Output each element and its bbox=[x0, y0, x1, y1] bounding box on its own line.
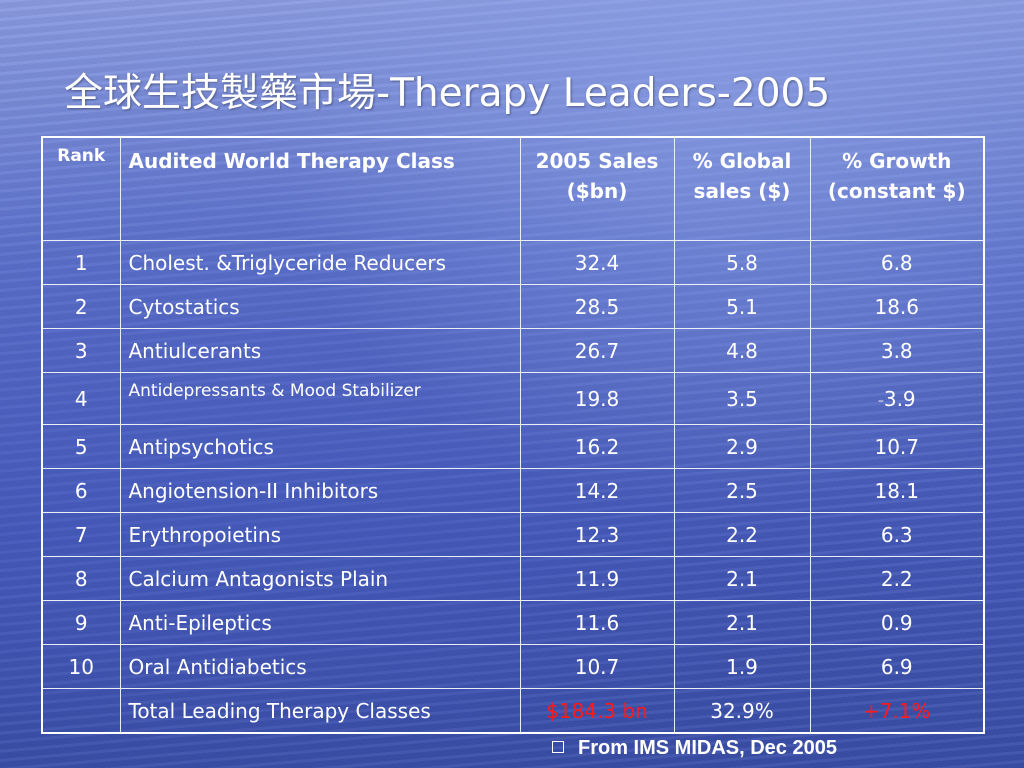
table-row: 1 Cholest. &Triglyceride Reducers 32.4 5… bbox=[41, 240, 985, 285]
rank-cell: 9 bbox=[41, 600, 121, 645]
sales-cell: 26.7 bbox=[519, 328, 675, 373]
global-share-cell: 2.9 bbox=[673, 424, 811, 469]
global-share-cell: 2.2 bbox=[673, 512, 811, 557]
growth-cell: 6.3 bbox=[809, 512, 985, 557]
rank-cell: 10 bbox=[41, 644, 121, 689]
total-growth-cell: +7.1% bbox=[809, 688, 985, 734]
rank-cell: 6 bbox=[41, 468, 121, 513]
rank-header: Rank bbox=[41, 136, 121, 241]
therapy-class-cell: Anti-Epileptics bbox=[119, 600, 521, 645]
total-label-cell: Total Leading Therapy Classes bbox=[119, 688, 521, 734]
growth-cell: –3.9 bbox=[809, 372, 985, 425]
growth-cell: 6.8 bbox=[809, 240, 985, 285]
global-share-cell: 2.1 bbox=[673, 600, 811, 645]
sales-cell: 12.3 bbox=[519, 512, 675, 557]
therapy-leaders-table: Rank Audited World Therapy Class 2005 Sa… bbox=[41, 136, 985, 734]
growth-cell: 3.8 bbox=[809, 328, 985, 373]
growth-cell: 2.2 bbox=[809, 556, 985, 601]
therapy-class-cell: Calcium Antagonists Plain bbox=[119, 556, 521, 601]
growth-cell: 18.6 bbox=[809, 284, 985, 329]
growth-cell: 18.1 bbox=[809, 468, 985, 513]
sales-cell: 14.2 bbox=[519, 468, 675, 513]
therapy-class-header: Audited World Therapy Class bbox=[119, 136, 521, 241]
total-sales-cell: $184.3 bn bbox=[519, 688, 675, 734]
global-share-cell: 1.9 bbox=[673, 644, 811, 689]
global-share-cell: 2.5 bbox=[673, 468, 811, 513]
growth-header: % Growth (constant $) bbox=[809, 136, 985, 241]
growth-cell: 0.9 bbox=[809, 600, 985, 645]
therapy-class-cell: Angiotension-II Inhibitors bbox=[119, 468, 521, 513]
source-note: From IMS MIDAS, Dec 2005 bbox=[552, 737, 837, 760]
growth-value: 3.9 bbox=[883, 386, 916, 411]
rank-cell: 3 bbox=[41, 328, 121, 373]
total-rank-cell bbox=[41, 688, 121, 734]
sales-cell: 11.6 bbox=[519, 600, 675, 645]
growth-cell: 6.9 bbox=[809, 644, 985, 689]
total-row: Total Leading Therapy Classes $184.3 bn … bbox=[41, 688, 985, 734]
rank-cell: 7 bbox=[41, 512, 121, 557]
rank-cell: 5 bbox=[41, 424, 121, 469]
therapy-class-cell: Cholest. &Triglyceride Reducers bbox=[119, 240, 521, 285]
therapy-class-cell: Oral Antidiabetics bbox=[119, 644, 521, 689]
source-text: From IMS MIDAS, Dec 2005 bbox=[578, 737, 837, 759]
rank-cell: 8 bbox=[41, 556, 121, 601]
table-row: 7 Erythropoietins 12.3 2.2 6.3 bbox=[41, 512, 985, 557]
global-share-cell: 3.5 bbox=[673, 372, 811, 425]
rank-cell: 4 bbox=[41, 372, 121, 425]
table-row: 8 Calcium Antagonists Plain 11.9 2.1 2.2 bbox=[41, 556, 985, 601]
sales-cell: 11.9 bbox=[519, 556, 675, 601]
sales-cell: 19.8 bbox=[519, 372, 675, 425]
global-share-header: % Global sales ($) bbox=[673, 136, 811, 241]
table-row: 6 Angiotension-II Inhibitors 14.2 2.5 18… bbox=[41, 468, 985, 513]
table-header-row: Rank Audited World Therapy Class 2005 Sa… bbox=[41, 136, 985, 241]
therapy-class-cell: Antidepressants & Mood Stabilizer bbox=[119, 372, 521, 425]
table-row: 10 Oral Antidiabetics 10.7 1.9 6.9 bbox=[41, 644, 985, 689]
table-row: 2 Cytostatics 28.5 5.1 18.6 bbox=[41, 284, 985, 329]
slide-title: 全球生技製藥市場-Therapy Leaders-2005 bbox=[64, 71, 831, 116]
sales-cell: 10.7 bbox=[519, 644, 675, 689]
rank-cell: 1 bbox=[41, 240, 121, 285]
global-share-cell: 4.8 bbox=[673, 328, 811, 373]
global-share-cell: 5.1 bbox=[673, 284, 811, 329]
table-row: 9 Anti-Epileptics 11.6 2.1 0.9 bbox=[41, 600, 985, 645]
sales-cell: 32.4 bbox=[519, 240, 675, 285]
sales-cell: 28.5 bbox=[519, 284, 675, 329]
square-bullet-icon bbox=[552, 740, 564, 753]
therapy-class-cell: Antiulcerants bbox=[119, 328, 521, 373]
therapy-class-cell: Erythropoietins bbox=[119, 512, 521, 557]
therapy-class-cell: Antipsychotics bbox=[119, 424, 521, 469]
rank-cell: 2 bbox=[41, 284, 121, 329]
growth-prefix: – bbox=[877, 393, 884, 407]
growth-cell: 10.7 bbox=[809, 424, 985, 469]
sales-cell: 16.2 bbox=[519, 424, 675, 469]
global-share-cell: 5.8 bbox=[673, 240, 811, 285]
sales-header: 2005 Sales ($bn) bbox=[519, 136, 675, 241]
table-row: 3 Antiulcerants 26.7 4.8 3.8 bbox=[41, 328, 985, 373]
table-row: 4 Antidepressants & Mood Stabilizer 19.8… bbox=[41, 372, 985, 425]
therapy-class-cell: Cytostatics bbox=[119, 284, 521, 329]
total-global-share-cell: 32.9% bbox=[673, 688, 811, 734]
global-share-cell: 2.1 bbox=[673, 556, 811, 601]
table-row: 5 Antipsychotics 16.2 2.9 10.7 bbox=[41, 424, 985, 469]
